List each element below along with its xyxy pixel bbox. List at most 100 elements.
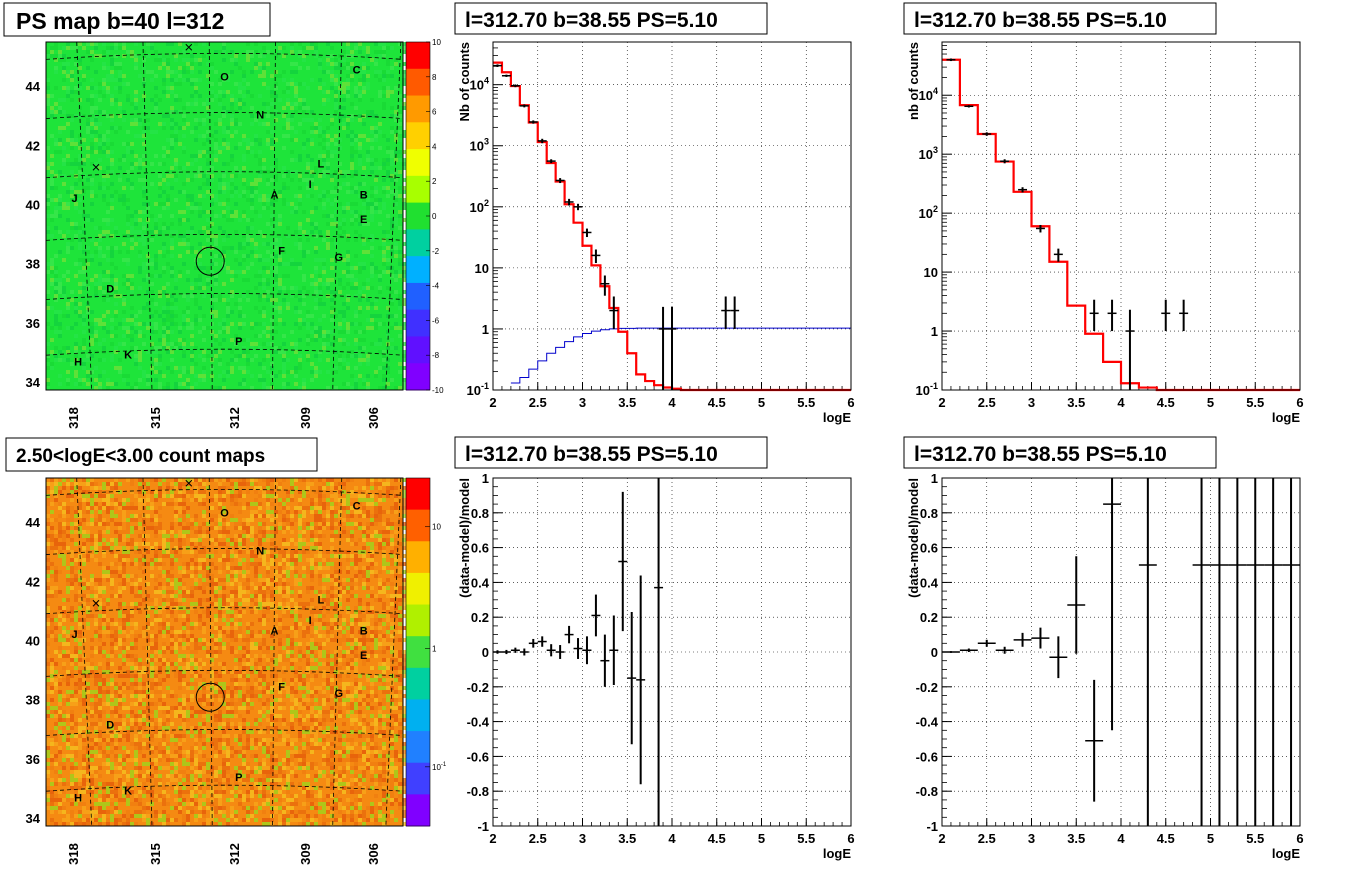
heatmap-pixel [150, 78, 154, 82]
spectrum-panel-1: 2 2.5 3 3.5 4 4.5 5 5.5 610-1110102103104logENb … [454, 2, 855, 425]
heatmap-pixel [382, 262, 386, 266]
heatmap-pixel [258, 66, 262, 70]
heatmap-pixel [90, 258, 94, 262]
heatmap-pixel [214, 238, 218, 242]
heatmap-pixel [342, 122, 346, 126]
heatmap-pixel [114, 350, 118, 354]
heatmap-pixel [306, 194, 310, 198]
heatmap-pixel [290, 490, 294, 494]
heatmap-pixel [162, 222, 166, 226]
heatmap-pixel [238, 558, 242, 562]
heatmap-pixel [218, 82, 222, 86]
heatmap-pixel [326, 162, 330, 166]
heatmap-pixel [210, 258, 214, 262]
heatmap-pixel [290, 114, 294, 118]
heatmap-pixel [46, 554, 50, 558]
heatmap-pixel [154, 226, 158, 230]
heatmap-pixel [54, 214, 58, 218]
heatmap-pixel [90, 370, 94, 374]
heatmap-pixel [282, 166, 286, 170]
heatmap-pixel [338, 354, 342, 358]
heatmap-pixel [402, 254, 406, 258]
heatmap-pixel [338, 562, 342, 566]
heatmap-pixel [342, 286, 346, 290]
heatmap-pixel [230, 110, 234, 114]
heatmap-pixel [346, 514, 350, 518]
heatmap-pixel [70, 74, 74, 78]
heatmap-pixel [394, 222, 398, 226]
heatmap-pixel [138, 158, 142, 162]
heatmap-pixel [310, 338, 314, 342]
heatmap-pixel [202, 314, 206, 318]
heatmap-pixel [378, 338, 382, 342]
heatmap-pixel [266, 182, 270, 186]
heatmap-pixel [274, 526, 278, 530]
heatmap-pixel [382, 54, 386, 58]
heatmap-pixel [62, 286, 66, 290]
heatmap-pixel [386, 194, 390, 198]
heatmap-pixel [238, 590, 242, 594]
heatmap-pixel [202, 210, 206, 214]
heatmap-pixel [278, 526, 282, 530]
heatmap-pixel [334, 314, 338, 318]
heatmap-pixel [70, 198, 74, 202]
heatmap-pixel [234, 482, 238, 486]
heatmap-pixel [294, 518, 298, 522]
heatmap-pixel [370, 126, 374, 130]
heatmap-pixel [194, 322, 198, 326]
heatmap-pixel [366, 578, 370, 582]
heatmap-pixel [378, 586, 382, 590]
heatmap-pixel [158, 314, 162, 318]
heatmap-pixel [142, 502, 146, 506]
heatmap-pixel [166, 598, 170, 602]
heatmap-pixel [74, 162, 78, 166]
heatmap-pixel [310, 526, 314, 530]
heatmap-pixel [338, 598, 342, 602]
heatmap-pixel [394, 218, 398, 222]
heatmap-pixel [182, 510, 186, 514]
heatmap-pixel [190, 574, 194, 578]
colorbar-tick-label: -2 [432, 247, 440, 256]
heatmap-pixel [382, 566, 386, 570]
x-tick-label: 3 [1028, 395, 1035, 410]
heatmap-pixel [162, 62, 166, 66]
heatmap-pixel [302, 526, 306, 530]
heatmap-pixel [258, 530, 262, 534]
heatmap-pixel [138, 250, 142, 254]
heatmap-pixel [154, 530, 158, 534]
heatmap-pixel [110, 274, 114, 278]
heatmap-pixel [122, 566, 126, 570]
heatmap-pixel [330, 70, 334, 74]
heatmap-pixel [206, 98, 210, 102]
heatmap-pixel [198, 574, 202, 578]
heatmap-pixel [150, 606, 154, 610]
heatmap-pixel [98, 494, 102, 498]
heatmap-pixel [238, 106, 242, 110]
heatmap-pixel [82, 46, 86, 50]
map-x-tick-label: 312 [227, 407, 242, 429]
heatmap-pixel [342, 270, 346, 274]
heatmap-pixel [66, 206, 70, 210]
heatmap-pixel [310, 482, 314, 486]
heatmap-pixel [174, 494, 178, 498]
heatmap-pixel [226, 270, 230, 274]
heatmap-pixel [282, 134, 286, 138]
heatmap-pixel [274, 606, 278, 610]
heatmap-pixel [154, 218, 158, 222]
heatmap-pixel [294, 582, 298, 586]
heatmap-pixel [382, 482, 386, 486]
heatmap-pixel [222, 586, 226, 590]
heatmap-pixel [46, 606, 50, 610]
heatmap-pixel [346, 206, 350, 210]
heatmap-pixel [122, 510, 126, 514]
heatmap-pixel [110, 98, 114, 102]
heatmap-pixel [234, 174, 238, 178]
heatmap-pixel [198, 134, 202, 138]
heatmap-pixel [238, 570, 242, 574]
heatmap-pixel [142, 498, 146, 502]
heatmap-pixel [206, 530, 210, 534]
heatmap-pixel [94, 122, 98, 126]
heatmap-pixel [350, 66, 354, 70]
heatmap-pixel [114, 346, 118, 350]
heatmap-pixel [334, 606, 338, 610]
